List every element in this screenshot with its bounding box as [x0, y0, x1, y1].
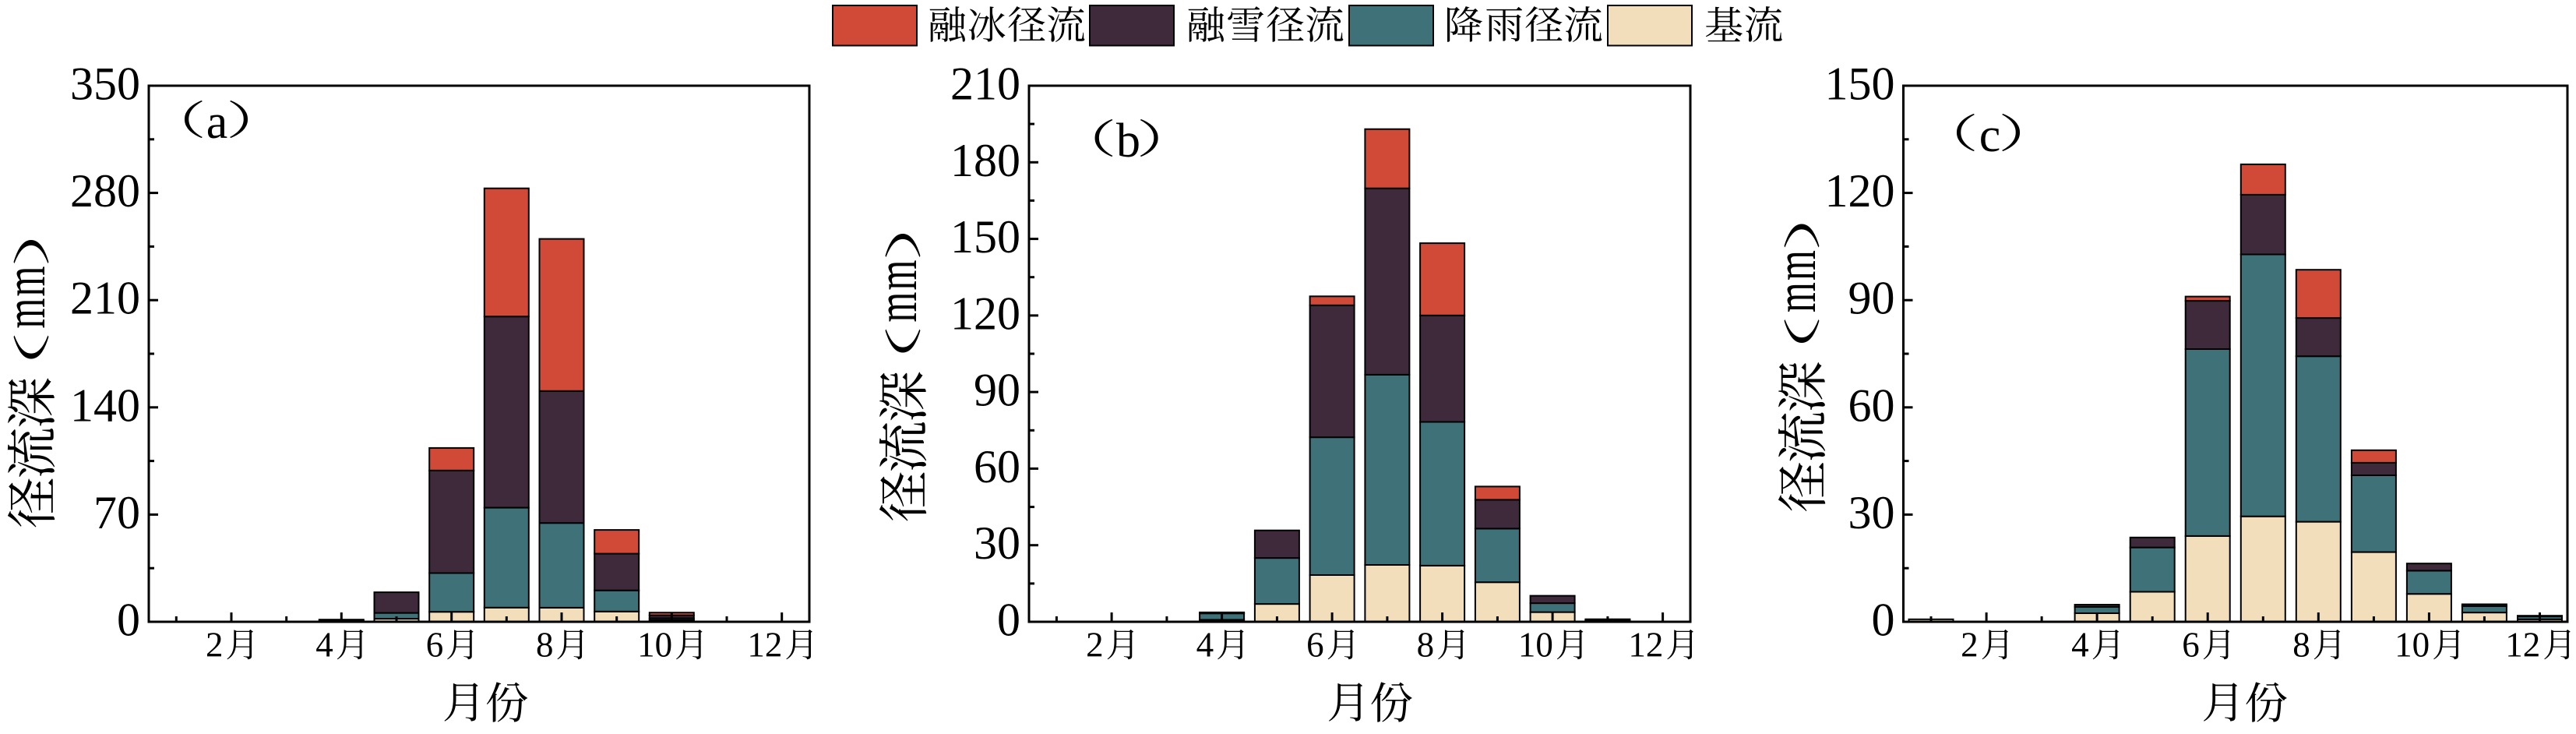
- svg-text:2: 2: [1086, 626, 1104, 665]
- svg-text:140: 140: [70, 379, 140, 431]
- svg-text:6: 6: [2182, 626, 2200, 665]
- svg-text:280: 280: [70, 165, 140, 217]
- svg-text:2: 2: [1961, 626, 1979, 665]
- svg-text:12: 12: [1628, 626, 1663, 665]
- svg-text:8: 8: [1417, 626, 1435, 665]
- svg-text:2: 2: [206, 626, 224, 665]
- svg-text:m: m: [0, 298, 57, 329]
- svg-text:350: 350: [70, 58, 140, 110]
- svg-text:m: m: [1763, 282, 1828, 312]
- svg-text:8: 8: [536, 626, 554, 665]
- svg-text:0: 0: [117, 595, 140, 646]
- svg-text:90: 90: [974, 365, 1020, 416]
- svg-text:c: c: [1979, 109, 2001, 162]
- svg-text:150: 150: [950, 211, 1020, 263]
- svg-text:60: 60: [1848, 379, 1895, 431]
- svg-text:90: 90: [1848, 273, 1895, 324]
- svg-text:210: 210: [950, 58, 1020, 110]
- svg-text:m: m: [0, 266, 57, 297]
- svg-text:m: m: [864, 292, 929, 323]
- svg-text:30: 30: [1848, 487, 1895, 538]
- svg-text:8: 8: [2292, 626, 2310, 665]
- svg-text:4: 4: [1196, 626, 1214, 665]
- svg-text:150: 150: [1825, 58, 1895, 110]
- svg-text:60: 60: [974, 441, 1020, 492]
- svg-text:a: a: [206, 96, 228, 149]
- svg-text:10: 10: [1518, 626, 1553, 665]
- svg-text:6: 6: [1306, 626, 1324, 665]
- svg-text:m: m: [1763, 250, 1828, 281]
- svg-text:m: m: [864, 260, 929, 291]
- svg-text:0: 0: [1872, 595, 1895, 646]
- svg-text:10: 10: [2395, 626, 2430, 665]
- svg-text:30: 30: [974, 517, 1020, 569]
- svg-text:12: 12: [747, 626, 782, 665]
- svg-text:4: 4: [315, 626, 333, 665]
- svg-text:b: b: [1116, 115, 1140, 168]
- svg-text:180: 180: [950, 135, 1020, 186]
- svg-text:0: 0: [997, 595, 1020, 646]
- svg-text:12: 12: [2505, 626, 2540, 665]
- svg-text:210: 210: [70, 273, 140, 324]
- svg-text:6: 6: [426, 626, 444, 665]
- svg-text:10: 10: [637, 626, 672, 665]
- svg-text:4: 4: [2071, 626, 2089, 665]
- svg-text:120: 120: [950, 288, 1020, 339]
- svg-text:70: 70: [93, 487, 140, 538]
- svg-text:120: 120: [1825, 165, 1895, 217]
